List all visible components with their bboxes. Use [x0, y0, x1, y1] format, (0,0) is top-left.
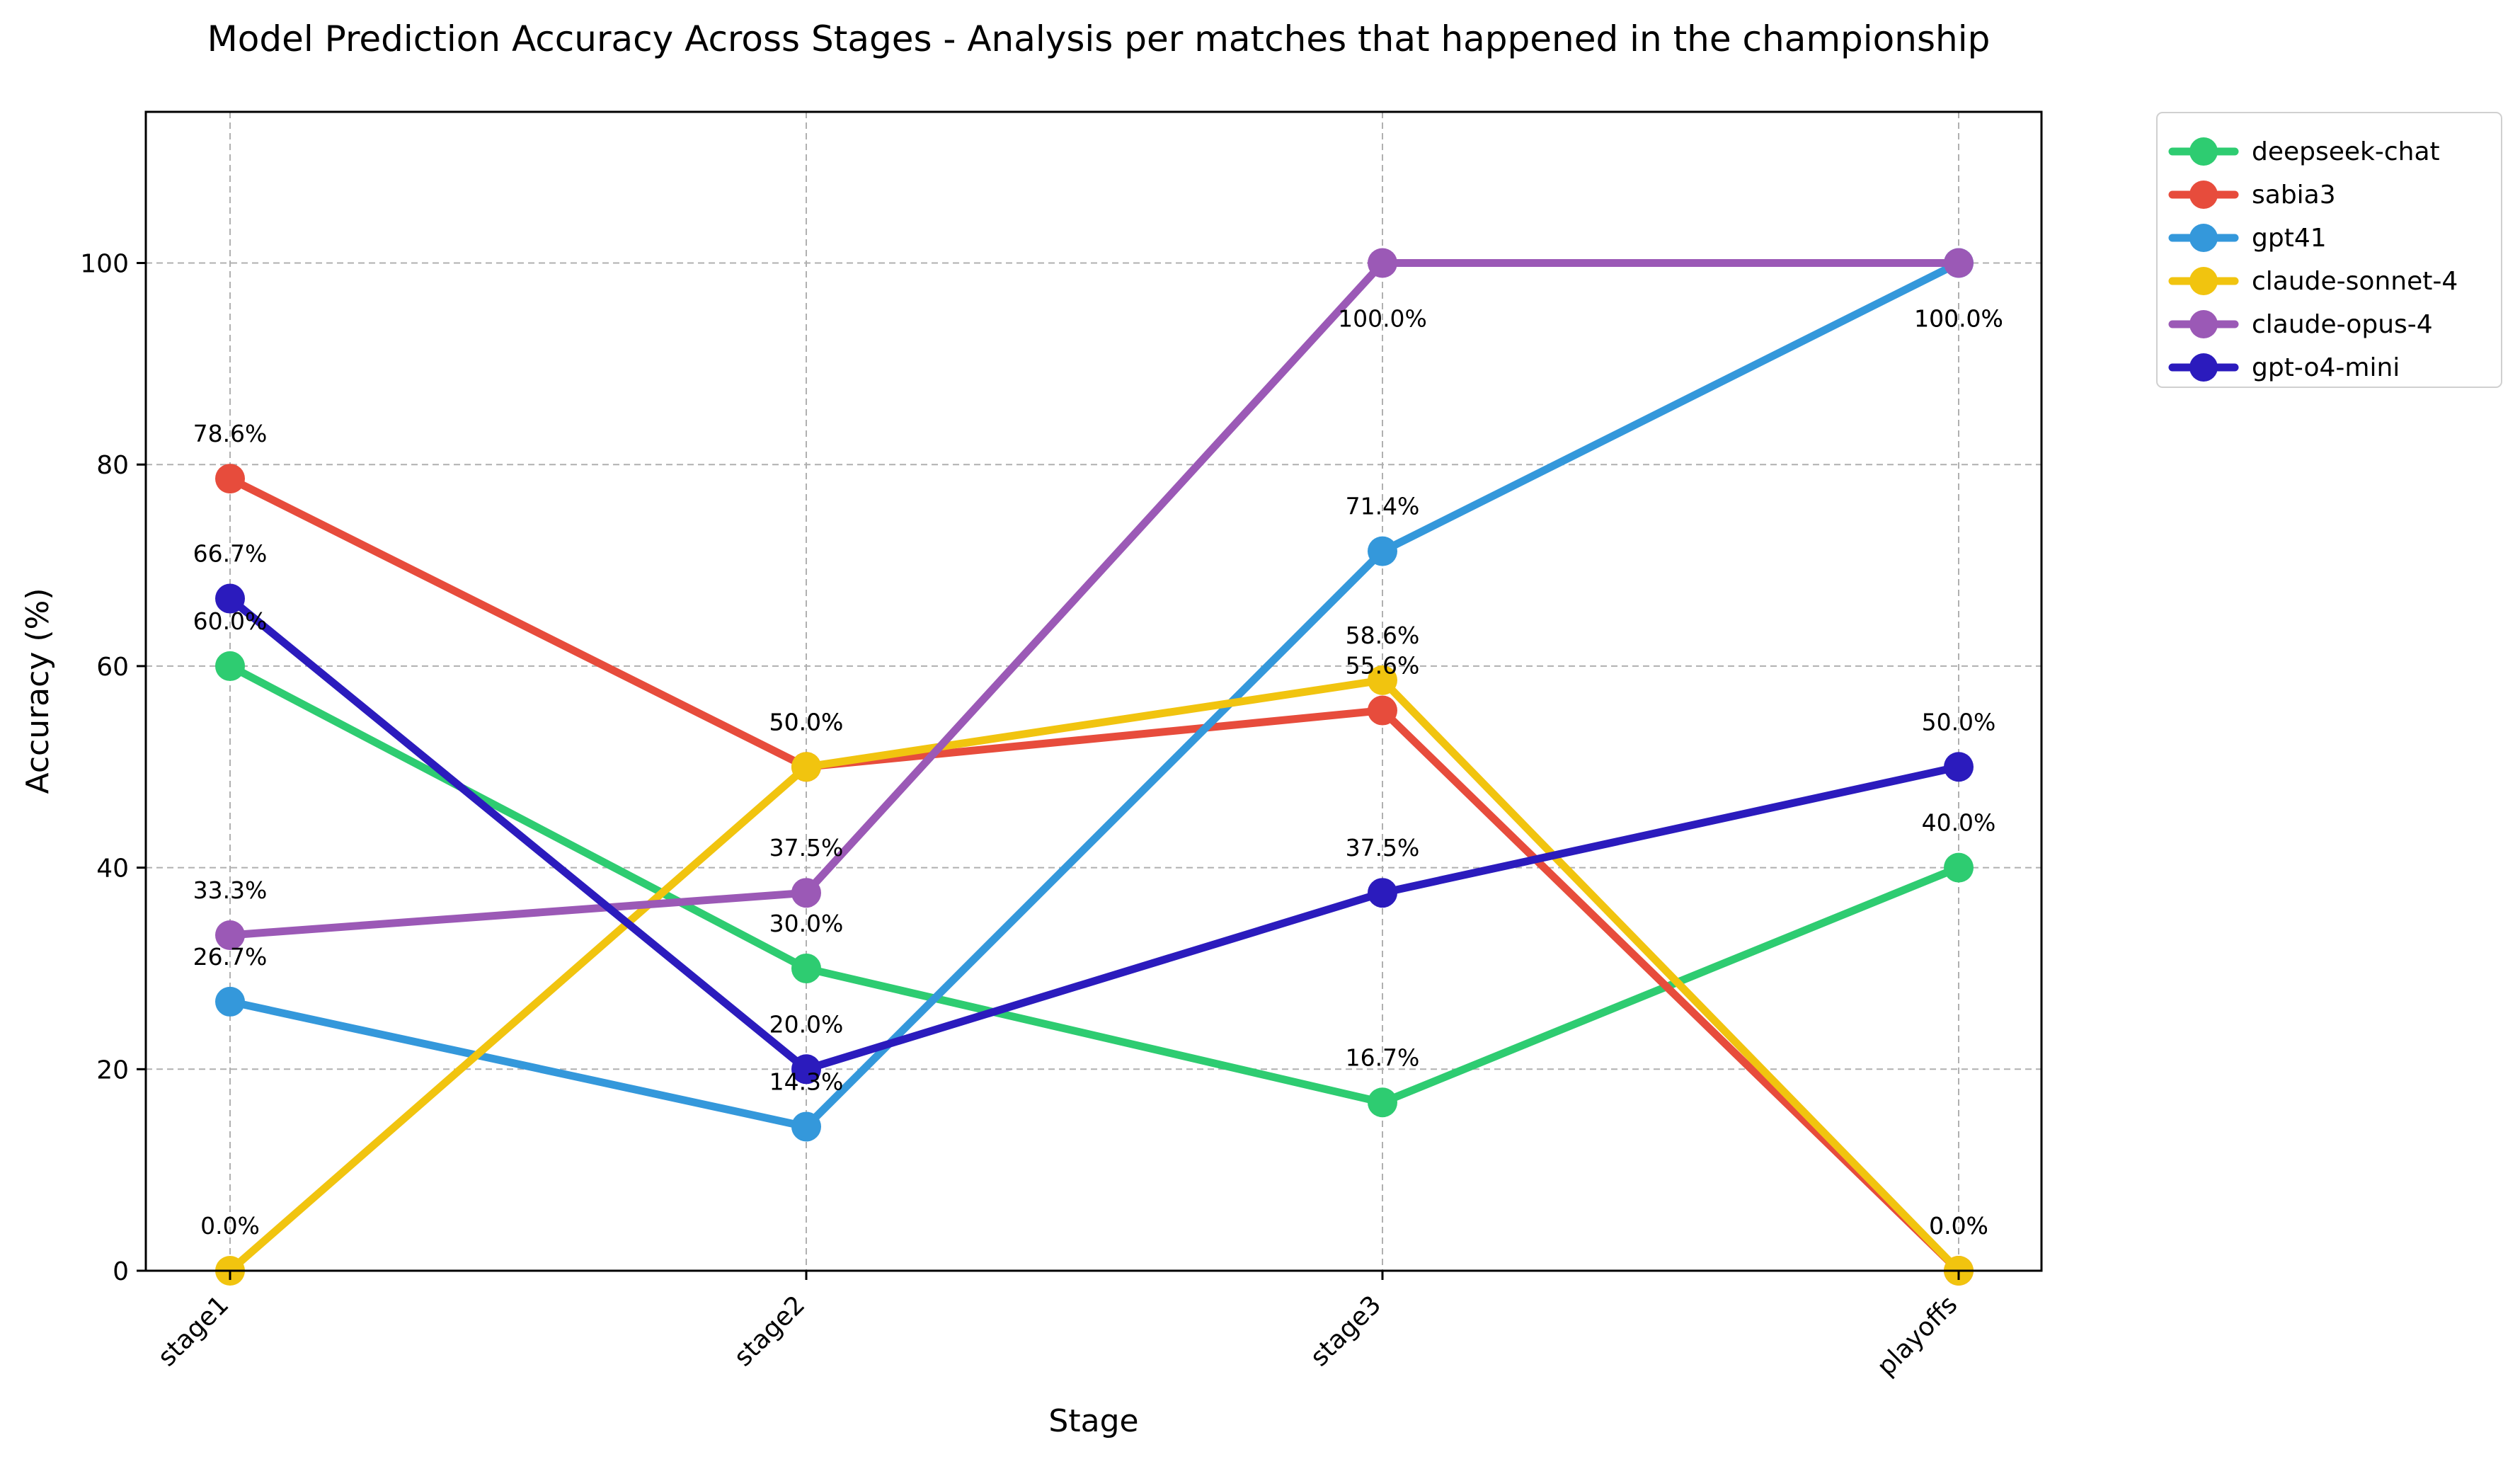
data-label-gpt41: 26.7%: [193, 943, 268, 971]
legend-marker: [2189, 353, 2218, 382]
legend-entry-gpt-o4-mini: gpt-o4-mini: [2168, 353, 2400, 382]
data-label-gpt-o4-mini: 20.0%: [769, 1010, 844, 1038]
data-label-sabia3: 0.0%: [1929, 1212, 1988, 1240]
legend-entry-sabia3: sabia3: [2168, 181, 2336, 210]
y-tick-label: 0: [113, 1257, 129, 1286]
data-label-claude-opus-4: 33.3%: [193, 876, 268, 904]
data-point-claude-sonnet-4: [1368, 665, 1397, 695]
data-point-sabia3: [1368, 695, 1397, 726]
data-point-gpt41: [215, 986, 245, 1017]
data-label-gpt41: 71.4%: [1346, 493, 1420, 520]
legend-label: claude-sonnet-4: [2252, 267, 2458, 296]
series-line-gpt41: [226, 259, 1963, 1131]
legend-marker: [2189, 267, 2218, 295]
legend: deepseek-chat sabia3 gpt41 claude-sonnet-4 c…: [2156, 112, 2502, 388]
series-line-claude-sonnet-4: [226, 676, 1963, 1275]
x-tick-label: stage1: [153, 1290, 235, 1372]
x-tick-label: stage2: [729, 1290, 811, 1372]
data-point-gpt-o4-mini: [1368, 878, 1397, 908]
data-label-deepseek-chat: 30.0%: [769, 910, 844, 937]
legend-marker: [2189, 310, 2218, 338]
data-point-gpt-o4-mini: [791, 1054, 821, 1085]
legend-label: sabia3: [2252, 181, 2336, 210]
legend-entry-claude-opus-4: claude-opus-4: [2168, 310, 2433, 339]
legend-label: gpt41: [2252, 224, 2327, 253]
data-label-claude-sonnet-4: 0.0%: [1929, 1212, 1988, 1240]
data-label-deepseek-chat: 40.0%: [1922, 809, 1996, 837]
data-label-gpt41: 14.3%: [769, 1068, 844, 1095]
data-label-sabia3: 78.6%: [193, 420, 268, 447]
data-point-claude-opus-4: [1944, 248, 1974, 278]
x-tick-label: playoffs: [1872, 1290, 1963, 1381]
data-point-sabia3: [215, 464, 245, 494]
y-axis-label: Accuracy (%): [20, 588, 56, 794]
data-label-claude-sonnet-4: 50.0%: [769, 708, 844, 736]
legend-marker: [2189, 224, 2218, 252]
series-line-gpt-o4-mini: [226, 595, 1963, 1073]
legend-label: claude-opus-4: [2252, 310, 2433, 339]
y-tick-label: 20: [96, 1056, 129, 1085]
legend-box: [2156, 112, 2502, 388]
axes: 0 20 40 60 80 100 stage1 stage2 stage3 playoffs: [80, 250, 1963, 1382]
data-labels: 60.0% 30.0% 16.7% 40.0% 78.6% 50.0% 55.6% 0.0% 2…: [193, 305, 2003, 1240]
data-point-claude-opus-4: [215, 920, 245, 950]
data-label-sabia3: 50.0%: [769, 708, 844, 736]
data-point-gpt-o4-mini: [215, 583, 245, 614]
legend-entry-claude-sonnet-4: claude-sonnet-4: [2168, 267, 2458, 296]
y-tick-label: 80: [96, 451, 129, 480]
data-point-deepseek-chat: [791, 953, 821, 983]
legend-label: deepseek-chat: [2252, 137, 2440, 166]
series-line-sabia3: [226, 474, 1963, 1275]
y-tick-label: 100: [80, 250, 129, 279]
legend-marker: [2189, 137, 2218, 166]
legend-entry-deepseek-chat: deepseek-chat: [2168, 137, 2440, 166]
data-point-claude-opus-4: [1368, 248, 1397, 278]
legend-label: gpt-o4-mini: [2252, 353, 2400, 382]
data-label-deepseek-chat: 16.7%: [1346, 1043, 1420, 1071]
data-label-claude-sonnet-4: 58.6%: [1346, 622, 1420, 649]
x-axis-label: Stage: [1048, 1403, 1138, 1439]
series-lines: [215, 248, 1974, 1286]
y-tick-label: 60: [96, 653, 129, 682]
data-point-gpt41: [791, 1111, 821, 1142]
data-label-deepseek-chat: 60.0%: [193, 607, 268, 635]
legend-marker: [2189, 181, 2218, 209]
chart-title: Model Prediction Accuracy Across Stages …: [207, 18, 1991, 59]
data-label-claude-opus-4: 100.0%: [1914, 305, 2003, 333]
data-label-claude-opus-4: 37.5%: [769, 834, 844, 862]
data-label-gpt-o4-mini: 50.0%: [1922, 708, 1996, 736]
data-label-gpt-o4-mini: 66.7%: [193, 540, 268, 568]
y-tick-label: 40: [96, 854, 129, 883]
data-label-gpt41: 100.0%: [1914, 305, 2003, 333]
plot-frame: [144, 110, 2043, 1272]
data-point-gpt-o4-mini: [1944, 752, 1974, 782]
data-label-claude-sonnet-4: 0.0%: [200, 1212, 260, 1240]
data-point-claude-sonnet-4: [791, 752, 821, 782]
legend-entry-gpt41: gpt41: [2168, 224, 2327, 253]
series-line-deepseek-chat: [226, 662, 1963, 1106]
data-point-deepseek-chat: [1944, 852, 1974, 883]
x-tick-label: stage3: [1305, 1290, 1387, 1372]
data-point-deepseek-chat: [1368, 1087, 1397, 1118]
data-point-deepseek-chat: [215, 651, 245, 681]
data-label-gpt-o4-mini: 37.5%: [1346, 834, 1420, 862]
data-label-sabia3: 55.6%: [1346, 652, 1420, 680]
series-line-claude-opus-4: [226, 259, 1963, 939]
data-label-claude-opus-4: 100.0%: [1338, 305, 1427, 333]
data-point-gpt41: [1368, 536, 1397, 566]
data-point-claude-opus-4: [791, 878, 821, 908]
